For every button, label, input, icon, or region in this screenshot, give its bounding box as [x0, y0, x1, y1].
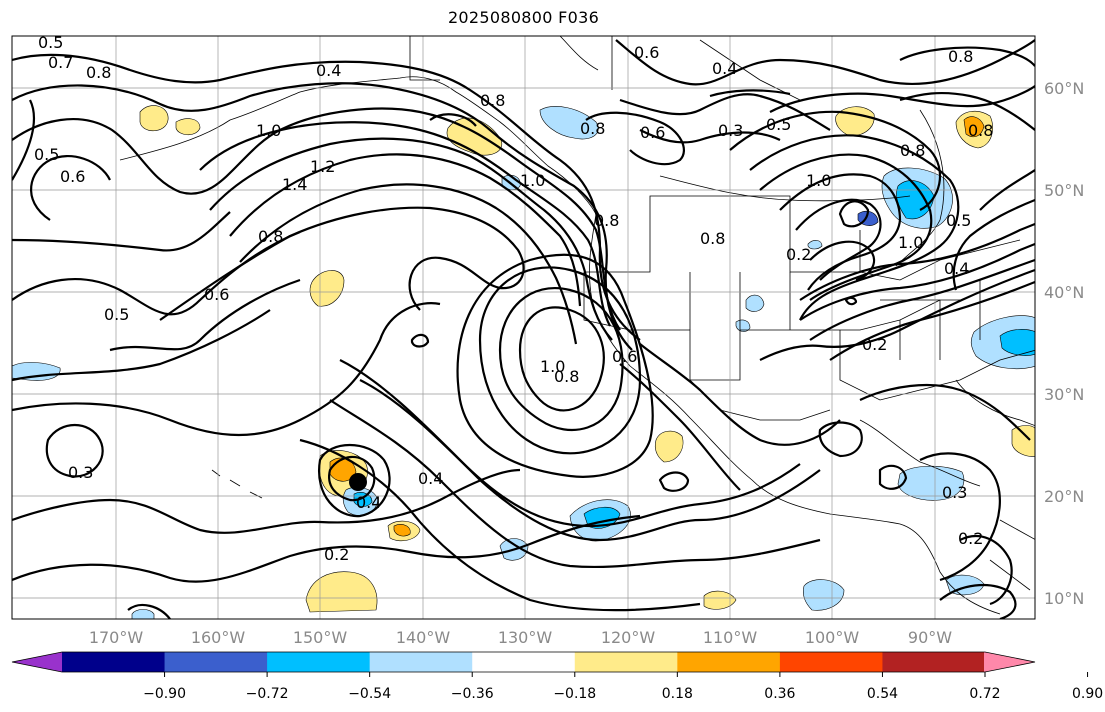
colorbar-tick-label: −0.90	[143, 686, 186, 702]
contour-label: 1.4	[282, 175, 307, 194]
lat-label: 40°N	[1044, 283, 1084, 302]
colorbar-segment	[779, 652, 884, 672]
contour-label: 0.4	[418, 469, 443, 488]
lat-label: 20°N	[1044, 487, 1084, 506]
lon-label: 160°W	[191, 628, 246, 647]
contour-label: 0.4	[356, 493, 381, 512]
contour-label: 0.2	[862, 335, 887, 354]
colorbar-segment	[62, 652, 166, 672]
lon-label: 120°W	[601, 628, 656, 647]
contour-label: 0.6	[60, 167, 85, 186]
lon-label: 140°W	[396, 628, 451, 647]
contour-label: 0.8	[948, 47, 973, 66]
colorbar-tick-label: 0.90	[1072, 686, 1103, 702]
longitude-axis: 170°W 160°W 150°W 140°W 130°W 120°W 110°…	[89, 628, 952, 647]
colorbar-segment	[164, 652, 268, 672]
lon-label: 90°W	[908, 628, 952, 647]
contour-label: 0.8	[480, 91, 505, 110]
colorbar-segment	[267, 652, 371, 672]
storm-center-marker	[349, 473, 367, 491]
colorbar-segment	[882, 652, 986, 672]
colorbar-segment	[472, 652, 576, 672]
colorbar-extend-high	[984, 652, 1035, 672]
contour-label: 0.6	[634, 43, 659, 62]
contour-label: 1.2	[310, 157, 335, 176]
contour-label: 0.5	[104, 305, 129, 324]
lon-label: 100°W	[805, 628, 860, 647]
colorbar-segment	[677, 652, 781, 672]
contour-label: 0.8	[86, 63, 111, 82]
latitude-axis: 60°N 50°N 40°N 30°N 20°N 10°N	[1044, 79, 1084, 608]
contour-label: 1.0	[898, 233, 923, 252]
contour-label: 0.3	[718, 121, 743, 140]
contour-label: 0.2	[958, 529, 983, 548]
lat-label: 50°N	[1044, 181, 1084, 200]
colorbar: −0.90 −0.72 −0.54 −0.36 −0.18 0.18 0.36 0.54 0.7…	[11, 651, 1103, 702]
contour-label: 1.0	[520, 171, 545, 190]
colorbar-tick-label: 0.36	[764, 686, 795, 702]
contour-labels: 0.5 0.7 0.8 0.4 0.6 0.4 0.8 1.0 1.2 1.4 …	[34, 33, 993, 564]
colorbar-tick-label: −0.18	[553, 686, 596, 702]
contour-label: 0.5	[34, 145, 59, 164]
contour-label: 0.8	[968, 121, 993, 140]
contour-label: 0.4	[944, 259, 969, 278]
contour-label: 0.2	[786, 245, 811, 264]
map-title: 2025080800 F036	[447, 8, 600, 27]
contour-label: 0.7	[48, 53, 73, 72]
contour-label: 0.8	[580, 119, 605, 138]
lat-label: 30°N	[1044, 385, 1084, 404]
colorbar-tick-label: −0.72	[246, 686, 289, 702]
contour-label: 0.6	[204, 285, 229, 304]
contour-label: 1.0	[806, 171, 831, 190]
contour-label: 0.4	[712, 59, 737, 78]
contours	[12, 39, 1035, 619]
lon-label: 170°W	[89, 628, 144, 647]
lon-label: 110°W	[703, 628, 758, 647]
lon-label: 130°W	[498, 628, 553, 647]
contour-label: 1.0	[256, 121, 281, 140]
contour-label: 0.8	[900, 141, 925, 160]
contour-label: 0.4	[316, 61, 341, 80]
lat-label: 60°N	[1044, 79, 1084, 98]
contour-label: 0.5	[38, 33, 63, 52]
contour-label: 0.8	[700, 229, 725, 248]
contour-label: 0.8	[554, 367, 579, 386]
colorbar-segment	[574, 652, 678, 672]
colorbar-tick-label: −0.36	[451, 686, 494, 702]
lat-label: 10°N	[1044, 589, 1084, 608]
map-frame	[11, 35, 1036, 620]
colorbar-tick-label: −0.54	[348, 686, 391, 702]
contour-label: 1.0	[540, 357, 565, 376]
contour-label: 0.6	[612, 347, 637, 366]
colorbar-segment	[369, 652, 473, 672]
contour-label: 0.5	[766, 115, 791, 134]
contour-label: 0.3	[942, 483, 967, 502]
colorbar-tick-label: 0.54	[867, 686, 898, 702]
colorbar-tick-label: 0.72	[969, 686, 1000, 702]
map-content: 0.5 0.7 0.8 0.4 0.6 0.4 0.8 1.0 1.2 1.4 …	[12, 33, 1035, 619]
contour-label: 0.6	[640, 123, 665, 142]
contour-label: 0.8	[594, 211, 619, 230]
lon-label: 150°W	[293, 628, 348, 647]
contour-label: 0.5	[946, 211, 971, 230]
contour-label: 0.2	[324, 545, 349, 564]
contour-label: 0.8	[258, 227, 283, 246]
contour-label: 0.3	[68, 463, 93, 482]
colorbar-tick-label: 0.18	[662, 686, 693, 702]
colorbar-outline	[11, 651, 1036, 673]
colorbar-extend-low	[12, 652, 63, 672]
